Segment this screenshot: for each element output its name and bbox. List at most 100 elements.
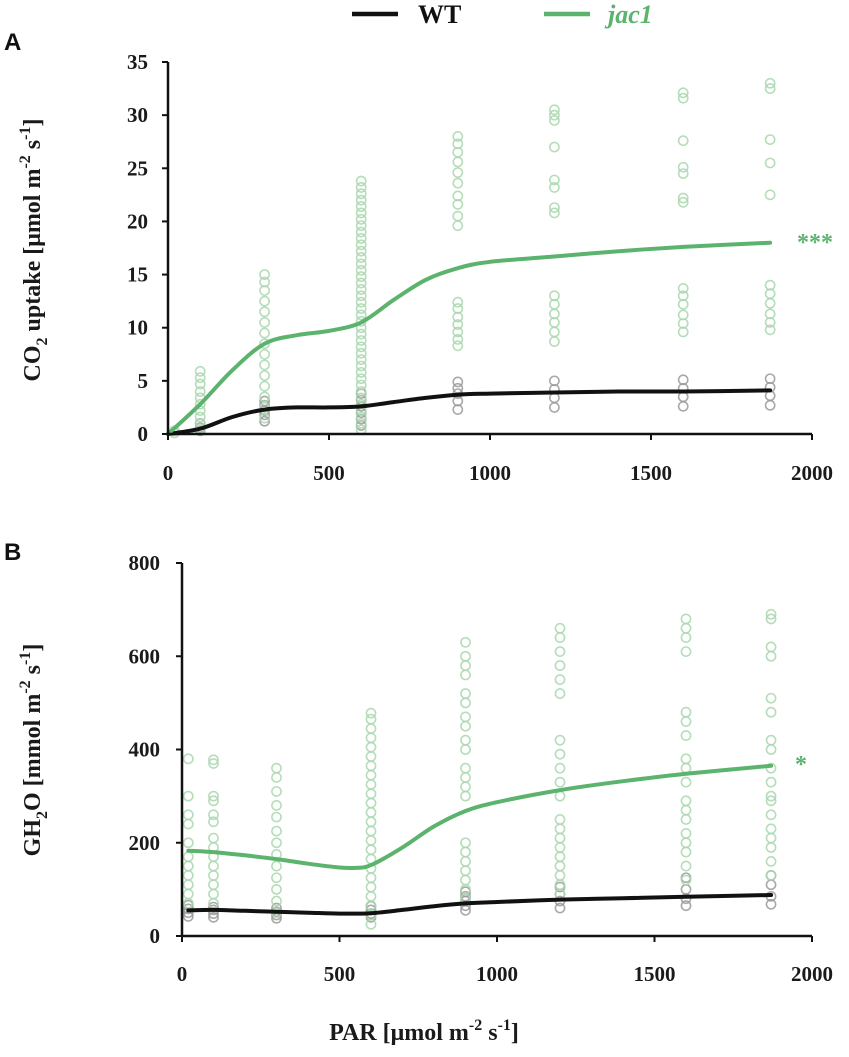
panel-b-x-tick-label: 1500 <box>634 962 676 986</box>
panel-b-jac1-point <box>765 809 777 821</box>
panel-a-jac1-point <box>764 324 776 336</box>
panel-b-jac1-point <box>365 723 377 734</box>
panel-a-jac1-point <box>355 252 367 263</box>
panel-b-jac1-point <box>765 795 777 807</box>
panel-b-jac1-point <box>365 788 377 800</box>
panel-a-jac1-point <box>452 220 464 232</box>
panel-a-jac1-point <box>452 296 464 308</box>
panel-a-wt-point <box>764 399 776 411</box>
panel-a-jac1-point <box>677 290 689 302</box>
panel-a-jac1-point <box>355 188 367 200</box>
panel-b-label: B <box>4 539 21 566</box>
panel-a-jac1-point <box>549 202 560 214</box>
panel-a-jac1-point <box>764 189 776 201</box>
panel-b-jac1-point <box>680 776 692 788</box>
panel-b-jac1-point <box>680 795 692 807</box>
panel-a-y-tick-label: 35 <box>127 50 148 74</box>
panel-a-jac1-point <box>549 115 560 126</box>
legend: WT jac1 <box>352 0 653 29</box>
panel-b-jac1-point <box>182 837 194 849</box>
panel-b-jac1-point <box>460 781 471 793</box>
panel-a-jac1-point <box>452 177 464 189</box>
panel-b-jac1-point <box>765 641 777 653</box>
panel-a-jac1-point <box>355 379 367 391</box>
panel-b-jac1-point <box>680 837 692 849</box>
panel-b-jac1-point <box>680 706 692 718</box>
panel-a-jac1-point <box>549 182 560 193</box>
panel-b-y-tick-label: 400 <box>129 738 161 762</box>
panel-a-x-tick-label: 1500 <box>630 461 672 485</box>
panel-b-jac1-point <box>765 744 777 755</box>
panel-b-jac1-point <box>554 688 566 699</box>
panel-b-jac1-point <box>365 741 377 753</box>
panel-b-x-tick-label: 0 <box>177 962 188 986</box>
panel-a-y-tick-label: 5 <box>138 369 149 393</box>
panel-b-jac1-point <box>365 707 377 719</box>
panel-b-jac1-point <box>765 869 777 881</box>
panel-a-jac1-point <box>549 109 560 121</box>
panel-a-jac1-point <box>194 378 206 390</box>
panel-a-jac1-point <box>355 233 367 244</box>
panel-a-jac1-point <box>259 269 270 280</box>
panel-b-jac1-point <box>271 800 282 811</box>
panel-a-jac1-point <box>677 135 689 147</box>
panel-b-jac1-point <box>182 860 194 872</box>
panel-a-y-tick-label: 25 <box>127 156 148 180</box>
legend-wt-label: WT <box>418 0 461 29</box>
panel-b-jac1-point <box>365 816 377 828</box>
panel-a-jac1-point <box>677 87 689 99</box>
chart-panel-b: 0 500 1000 1500 2000 0 200 400 600 800 GH2O [mmol… <box>17 551 833 986</box>
panel-a-curves <box>166 240 773 436</box>
panel-a-jac1-point <box>259 276 270 288</box>
panel-a-wt-point <box>259 395 270 407</box>
panel-b-jac1-point <box>182 790 194 802</box>
panel-b-jac1-point <box>680 613 692 625</box>
panel-b-jac1-point <box>208 816 219 828</box>
panel-a-jac1-point <box>549 336 560 347</box>
panel-a-wt-point <box>549 375 560 387</box>
panel-a-jac1-point <box>677 192 689 204</box>
panel-a-y-tick-label: 15 <box>127 263 148 287</box>
panel-a-jac1-point <box>764 308 776 320</box>
panel-b-jac1-point <box>765 706 777 718</box>
panel-a-significance: *** <box>797 230 833 256</box>
panel-a-axes: 0 500 1000 1500 2000 0 5 10 15 20 25 30 35 <box>127 50 833 485</box>
panel-b-jac1-point <box>680 716 692 727</box>
panel-b-jac1-point <box>365 713 377 725</box>
panel-a-jac1-point <box>259 348 270 360</box>
panel-b-jac1-point <box>554 734 566 746</box>
panel-a-jac1-point <box>549 141 560 153</box>
panel-b-jac1-point <box>365 797 377 809</box>
panel-b-jac1-point <box>765 692 777 704</box>
panel-b-jac1-point <box>460 846 471 858</box>
chart-panel-a: 0 500 1000 1500 2000 0 5 10 15 20 25 30 35 CO2 uptak… <box>17 50 833 485</box>
panel-b-jac1-point <box>365 835 377 846</box>
panel-b-jac1-point <box>554 646 566 657</box>
panel-b-x-tick-label: 2000 <box>791 962 833 986</box>
panel-b-jac1-point <box>271 837 282 849</box>
panel-a-jac1-point <box>549 326 560 338</box>
panel-b-jac1-point <box>365 890 377 902</box>
panel-b-jac1-point <box>365 918 377 930</box>
panel-a-jac1-point <box>259 306 270 318</box>
panel-b-jac1-point <box>554 814 566 825</box>
panel-b-jac1-point <box>271 786 282 797</box>
panel-b-jac1-point <box>271 825 282 837</box>
panel-b-jac1-point <box>182 879 194 891</box>
panel-a-jac1-point <box>355 417 367 429</box>
panel-b-jac1-point <box>680 874 692 886</box>
panel-a-jac1-point <box>355 296 367 308</box>
panel-a-jac1-point <box>452 156 464 168</box>
panel-b-jac1-point <box>208 860 219 872</box>
panel-a-jac1-point <box>355 284 367 295</box>
panel-a-jac1-point <box>452 326 464 338</box>
panel-a-jac1-point <box>355 309 367 321</box>
panel-a-jac1-point <box>764 134 776 145</box>
panel-a-jac1-point <box>355 239 367 251</box>
panel-a-jac1-point <box>355 335 367 346</box>
panel-b-jac1-point <box>765 790 777 802</box>
panel-a-jac1-point <box>259 412 270 424</box>
panel-b-jac1-point <box>365 825 377 837</box>
panel-a-jac1-point <box>259 359 270 371</box>
panel-a-jac1-point <box>194 386 206 397</box>
